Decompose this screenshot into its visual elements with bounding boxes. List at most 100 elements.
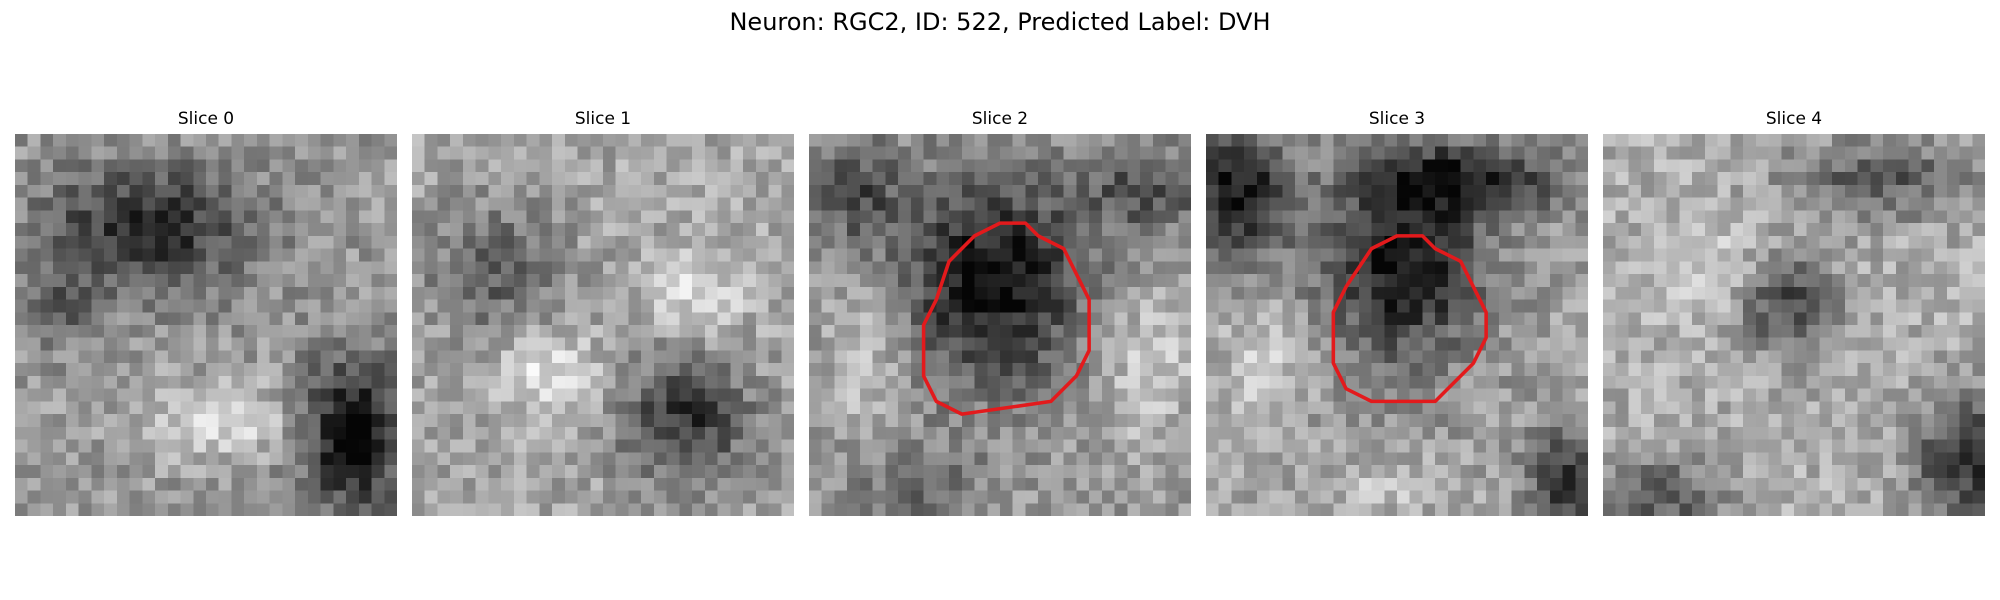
- pixel: [333, 439, 347, 453]
- pixel: [564, 146, 578, 160]
- pixel: [730, 261, 744, 275]
- pixel: [1498, 490, 1512, 504]
- pixel: [65, 414, 79, 428]
- pixel: [1486, 274, 1500, 288]
- pixel: [1256, 261, 1270, 275]
- pixel: [577, 159, 591, 173]
- pixel: [1806, 350, 1820, 364]
- pixel: [1295, 146, 1309, 160]
- pixel: [167, 439, 181, 453]
- pixel: [1857, 223, 1871, 237]
- pixel: [1615, 465, 1629, 479]
- pixel: [1371, 477, 1385, 491]
- pixel: [206, 299, 219, 313]
- pixel: [1295, 261, 1309, 275]
- pixel: [1050, 134, 1064, 147]
- pixel: [1870, 363, 1884, 377]
- pixel: [1114, 439, 1128, 453]
- pixel: [488, 439, 502, 453]
- pixel: [346, 477, 360, 491]
- pixel: [1844, 210, 1858, 224]
- pixel: [809, 312, 822, 326]
- pixel: [1295, 210, 1309, 224]
- pixel: [692, 465, 706, 479]
- pixel: [1101, 172, 1115, 186]
- pixel: [898, 197, 912, 211]
- pixel: [1857, 490, 1871, 504]
- pixel: [320, 197, 334, 211]
- pixel: [1537, 286, 1551, 300]
- pixel: [615, 363, 629, 377]
- pixel: [809, 375, 822, 389]
- pixel: [1076, 210, 1090, 224]
- pixel: [1178, 223, 1191, 237]
- pixel: [590, 312, 604, 326]
- pixel: [1908, 477, 1922, 491]
- pixel: [180, 261, 194, 275]
- pixel: [358, 426, 372, 440]
- pixel: [564, 312, 578, 326]
- pixel: [501, 337, 515, 351]
- pixel: [1511, 248, 1525, 262]
- pixel: [603, 299, 616, 313]
- pixel: [475, 223, 489, 237]
- pixel: [424, 388, 438, 402]
- pixel: [501, 261, 515, 275]
- pixel: [1666, 388, 1680, 402]
- pixel: [307, 503, 321, 516]
- pixel: [1114, 337, 1128, 351]
- pixel: [987, 274, 1001, 288]
- pixel: [78, 235, 92, 249]
- pixel: [1844, 350, 1858, 364]
- pixel: [218, 388, 232, 402]
- pixel: [1486, 299, 1500, 313]
- pixel: [282, 439, 296, 453]
- pixel: [1256, 146, 1270, 160]
- pixel: [437, 363, 451, 377]
- pixel: [256, 490, 270, 504]
- pixel: [1320, 159, 1334, 173]
- pixel: [15, 325, 28, 338]
- pixel: [450, 477, 464, 491]
- pixel: [1679, 388, 1693, 402]
- pixel: [1717, 184, 1731, 198]
- pixel: [1256, 363, 1270, 377]
- pixel: [526, 465, 540, 479]
- pixel: [513, 401, 527, 415]
- pixel: [1921, 426, 1935, 440]
- pixel: [743, 172, 757, 186]
- pixel: [590, 426, 604, 440]
- pixel: [1653, 375, 1667, 389]
- pixel: [1524, 388, 1538, 402]
- pixel: [333, 134, 347, 147]
- pixel: [1127, 159, 1141, 173]
- pixel: [1575, 286, 1588, 300]
- pixel: [1256, 452, 1270, 466]
- pixel: [346, 261, 360, 275]
- pixel: [603, 363, 616, 377]
- pixel: [898, 503, 912, 516]
- pixel: [641, 337, 655, 351]
- pixel: [116, 452, 130, 466]
- pixel: [1206, 299, 1219, 313]
- pixel: [961, 312, 975, 326]
- pixel: [1641, 210, 1655, 224]
- pixel: [704, 375, 718, 389]
- pixel: [1165, 465, 1179, 479]
- pixel: [781, 477, 794, 491]
- pixel: [1038, 312, 1052, 326]
- pixel: [1537, 337, 1551, 351]
- pixel: [1025, 452, 1039, 466]
- pixel: [1641, 414, 1655, 428]
- pixel: [1218, 490, 1232, 504]
- pixel: [282, 235, 296, 249]
- pixel: [437, 337, 451, 351]
- pixel: [1870, 465, 1884, 479]
- pixel: [1012, 465, 1026, 479]
- pixel: [1295, 312, 1309, 326]
- pixel: [501, 299, 515, 313]
- pixel: [1628, 337, 1642, 351]
- pixel: [1114, 146, 1128, 160]
- pixel: [320, 134, 334, 147]
- pixel: [1819, 414, 1833, 428]
